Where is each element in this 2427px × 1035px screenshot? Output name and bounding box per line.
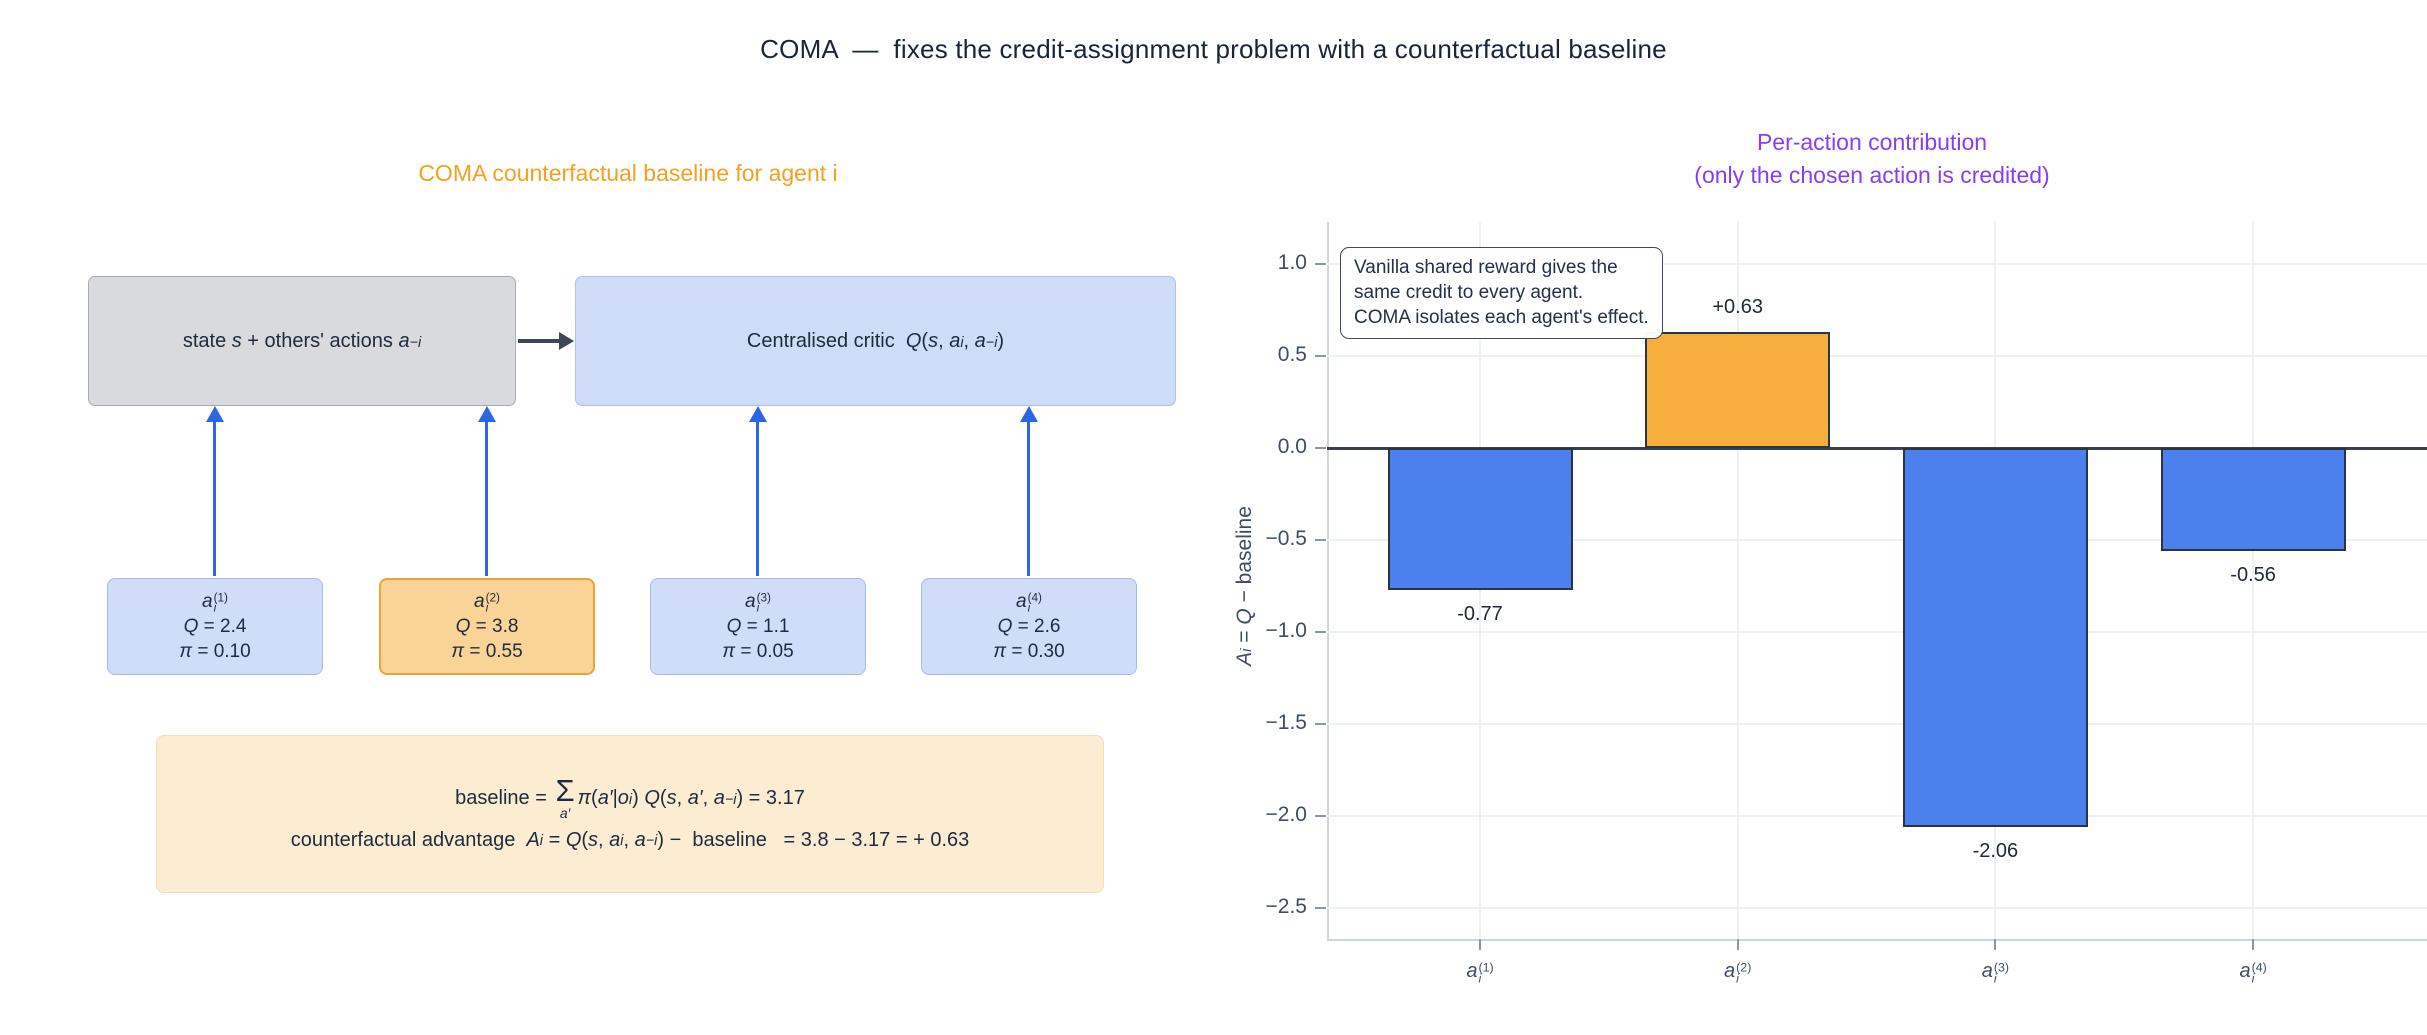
bar bbox=[1387, 448, 1573, 590]
agent-arrow bbox=[1027, 420, 1030, 576]
agent-q-value: Q = 3.8 bbox=[455, 616, 519, 637]
x-tick bbox=[2252, 939, 2255, 950]
annotation-line: COMA isolates each agent's effect. bbox=[1354, 307, 1649, 329]
agent-box-chosen: a (2) i Q = 3.8 π = 0.55 bbox=[379, 578, 595, 675]
state-box-label: state s + others' actions a−i bbox=[182, 329, 422, 352]
bottom-spine bbox=[1327, 939, 2427, 941]
agent-pi-value: π = 0.55 bbox=[451, 641, 523, 662]
x-tick bbox=[1736, 939, 1739, 950]
y-tick-label: 0.5 bbox=[1277, 343, 1307, 366]
y-tick bbox=[1315, 447, 1326, 449]
y-tick-label: −2.5 bbox=[1265, 895, 1307, 918]
bar-value-label: -0.56 bbox=[2230, 564, 2276, 587]
y-gridline bbox=[1327, 263, 2427, 265]
agent-arrow-head bbox=[206, 406, 224, 422]
critic-box: Centralised critic Q(s, ai, a−i) bbox=[575, 276, 1176, 406]
agent-q-value: Q = 2.4 bbox=[183, 616, 247, 637]
y-gridline bbox=[1327, 355, 2427, 357]
x-gridline bbox=[2252, 222, 2255, 939]
agent-q-value: Q = 1.1 bbox=[726, 616, 790, 637]
y-gridline bbox=[1327, 907, 2427, 909]
agent-pi-value: π = 0.30 bbox=[993, 641, 1065, 662]
y-tick bbox=[1315, 815, 1326, 817]
y-tick bbox=[1315, 723, 1326, 725]
plot-area: 1.0 0.5 0.0 −0.5 −1.0 −1.5 −2.0 −2.5 -0.77 a (1) i +… bbox=[1266, 222, 2427, 984]
agent-q-value: Q = 2.6 bbox=[997, 616, 1061, 637]
y-tick-label: −1.5 bbox=[1265, 711, 1307, 734]
agent-box: a (3) i Q = 1.1 π = 0.05 bbox=[650, 578, 866, 675]
agent-pi-value: π = 0.10 bbox=[179, 641, 251, 662]
agent-box: a (4) i Q = 2.6 π = 0.30 bbox=[921, 578, 1137, 675]
y-tick bbox=[1315, 263, 1326, 265]
diagram-title: COMA counterfactual baseline for agent i bbox=[418, 160, 838, 186]
chart-title: Per-action contribution (only the chosen… bbox=[1694, 129, 2050, 188]
agent-action-label: a (4) i bbox=[1016, 590, 1042, 614]
main-title: COMA — fixes the credit-assignment probl… bbox=[760, 34, 1667, 64]
agent-action-label: a (2) i bbox=[474, 590, 500, 614]
y-tick-label: −1.0 bbox=[1265, 619, 1307, 642]
annotation-line: Vanilla shared reward gives the bbox=[1354, 257, 1618, 278]
annotation-box: Vanilla shared reward gives the same cre… bbox=[1340, 247, 1663, 340]
y-tick bbox=[1315, 631, 1326, 633]
agent-action-label: a (1) i bbox=[202, 590, 228, 614]
agent-arrow bbox=[756, 420, 759, 576]
y-gridline bbox=[1327, 815, 2427, 817]
agent-box: a (1) i Q = 2.4 π = 0.10 bbox=[107, 578, 323, 675]
bar-value-label: -0.77 bbox=[1457, 602, 1503, 625]
agent-arrow-head bbox=[749, 406, 767, 422]
bar-value-label: -2.06 bbox=[1972, 840, 2019, 863]
zero-line bbox=[1327, 446, 2427, 450]
bar bbox=[2160, 448, 2346, 552]
flow-arrow bbox=[518, 339, 560, 343]
x-tick-label: a (4) i bbox=[2239, 960, 2267, 985]
agent-action-label: a (3) i bbox=[745, 590, 771, 614]
bar bbox=[1902, 448, 2088, 828]
y-tick-label: 0.0 bbox=[1277, 435, 1307, 458]
y-tick bbox=[1315, 355, 1326, 357]
bar-value-label: +0.63 bbox=[1712, 296, 1763, 319]
y-tick bbox=[1315, 907, 1326, 909]
y-tick-label: −2.0 bbox=[1265, 803, 1307, 826]
y-tick bbox=[1315, 539, 1326, 541]
state-box: state s + others' actions a−i bbox=[88, 276, 516, 406]
x-tick-label: a (2) i bbox=[1724, 960, 1752, 985]
x-tick-label: a (1) i bbox=[1466, 960, 1494, 985]
bar bbox=[1645, 332, 1831, 448]
agent-arrow bbox=[213, 420, 216, 576]
agent-arrow-highlighted bbox=[485, 420, 488, 576]
annotation-line: same credit to every agent. bbox=[1354, 282, 1584, 304]
x-tick-label: a (3) i bbox=[1981, 960, 2010, 985]
agent-arrow-head bbox=[1020, 406, 1038, 422]
critic-box-label: Centralised critic Q(s, ai, a−i) bbox=[746, 329, 1005, 352]
agent-pi-value: π = 0.05 bbox=[722, 641, 794, 662]
x-gridline bbox=[1736, 222, 1739, 939]
y-gridline bbox=[1327, 723, 2427, 725]
y-tick-label: −0.5 bbox=[1265, 527, 1307, 550]
y-gridline bbox=[1327, 539, 2427, 541]
left-spine bbox=[1327, 222, 1329, 941]
flow-arrow-head bbox=[559, 332, 574, 350]
x-tick bbox=[1994, 939, 1997, 950]
x-tick bbox=[1479, 939, 1481, 950]
agent-arrow-head-highlighted bbox=[478, 406, 496, 422]
y-tick-label: 1.0 bbox=[1277, 251, 1307, 274]
y-gridline bbox=[1327, 631, 2427, 633]
